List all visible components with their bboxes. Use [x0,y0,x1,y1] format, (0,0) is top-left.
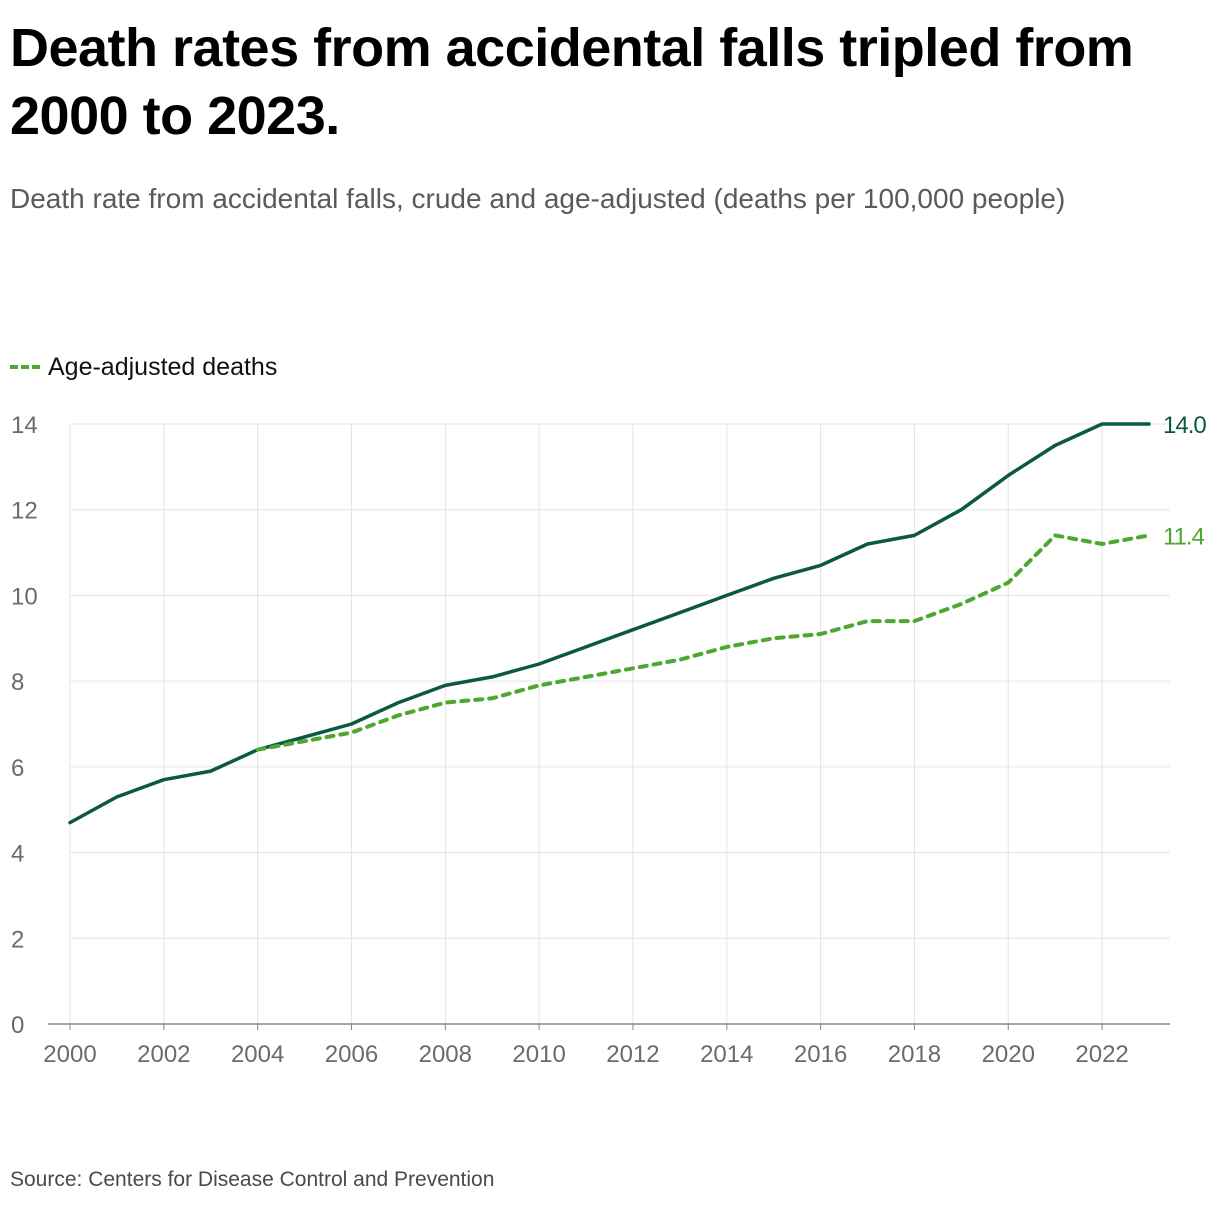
y-tick-label: 12 [11,498,38,525]
y-tick-label: 2 [11,926,24,953]
x-tick-label: 2000 [43,1041,96,1068]
x-tick-label: 2008 [419,1041,472,1068]
series-line-crude [68,422,1151,825]
x-tick-label: 2022 [1075,1041,1128,1068]
x-tick-label: 2014 [700,1041,753,1068]
x-tick-label: 2002 [137,1041,190,1068]
x-tick-label: 2012 [606,1041,659,1068]
y-tick-label: 14 [11,412,38,439]
end-label-age_adjusted: 11.4 [1163,523,1205,550]
x-tick-label: 2016 [794,1041,847,1068]
end-label-crude: 14.0 [1163,412,1206,439]
legend-swatch-dashed [10,365,40,369]
chart-subtitle: Death rate from accidental falls, crude … [10,183,1066,214]
y-tick-label: 0 [11,1012,24,1039]
x-tick-label: 2020 [982,1041,1035,1068]
chart-title: Death rates from accidental falls triple… [10,18,1134,146]
series-line-age_adjusted [255,533,1151,752]
y-tick-label: 6 [11,755,24,782]
line-chart: 0 2 4 6 8 10 12 14 2000 2002 2004 2006 2008 2010 2012 2… [11,412,1207,1068]
legend-label: Age-adjusted deaths [48,352,278,381]
x-tick-label: 2004 [231,1041,284,1068]
legend: Age-adjusted deaths [10,350,277,384]
x-tick-label: 2018 [888,1041,941,1068]
y-tick-label: 8 [11,669,24,696]
source-note: Source: Centers for Disease Control and … [10,1168,495,1191]
y-tick-label: 10 [11,583,38,610]
x-tick-label: 2006 [325,1041,378,1068]
y-tick-label: 4 [11,841,24,868]
x-tick-label: 2010 [512,1041,565,1068]
